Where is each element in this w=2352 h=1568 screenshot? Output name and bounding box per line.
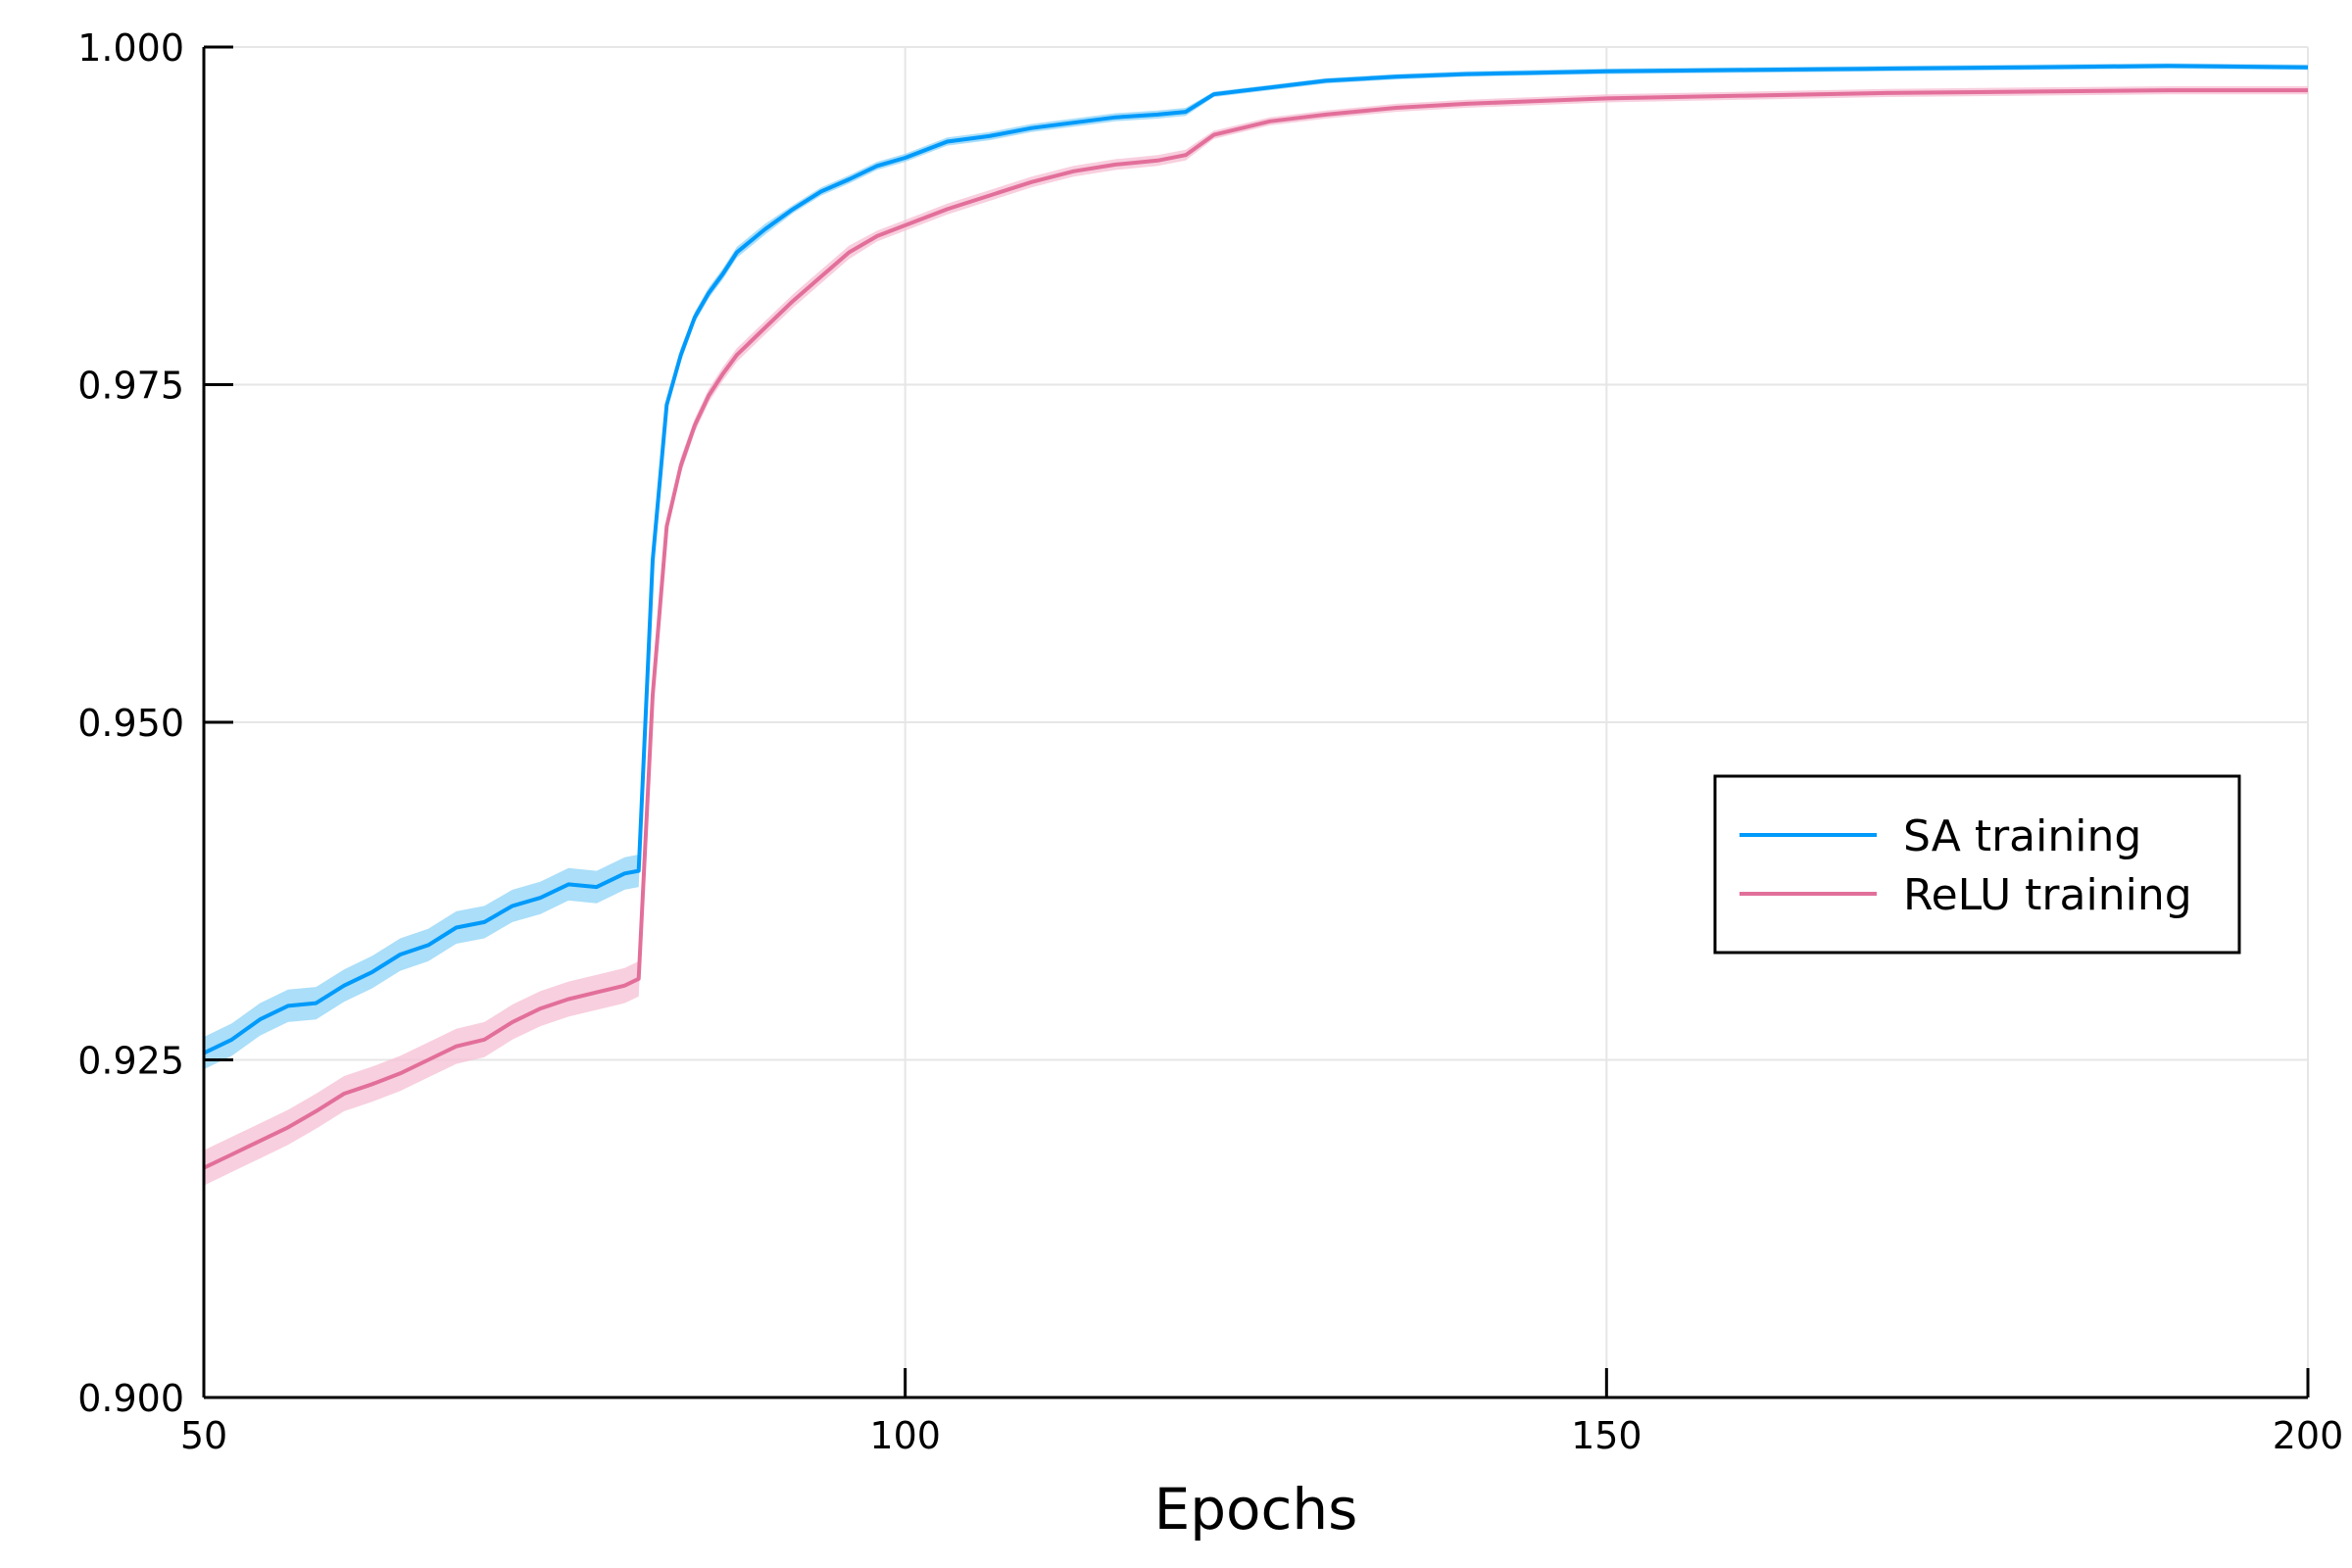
x-tick-label: 100 [869, 1414, 941, 1457]
confidence-bands [204, 63, 2308, 1186]
axes: 50 100 150 200 0.900 0.925 0.950 0.975 1.000 [77, 26, 2343, 1457]
x-tick-label: 50 [180, 1414, 227, 1457]
legend-box [1713, 774, 2241, 955]
legend-label: ReLU training [1903, 870, 2192, 920]
y-tick-label: 0.925 [77, 1040, 184, 1083]
grid [204, 46, 2309, 1397]
y-tick-label: 0.975 [77, 365, 184, 408]
x-tick-label: 150 [1571, 1414, 1642, 1457]
y-tick-label: 0.900 [77, 1377, 184, 1420]
series-lines [203, 64, 2309, 1170]
x-axis-label: Epochs [1154, 1476, 1358, 1543]
legend-label: SA training [1903, 811, 2141, 861]
series-line-1 [203, 88, 2308, 1170]
legend: SA training ReLU training [1713, 774, 2241, 955]
series-line-0 [203, 64, 2309, 1055]
series-band-1 [204, 86, 2308, 1186]
y-tick-label: 1.000 [77, 26, 184, 70]
x-tick-label: 200 [2273, 1414, 2344, 1457]
y-tick-label: 0.950 [77, 702, 184, 745]
